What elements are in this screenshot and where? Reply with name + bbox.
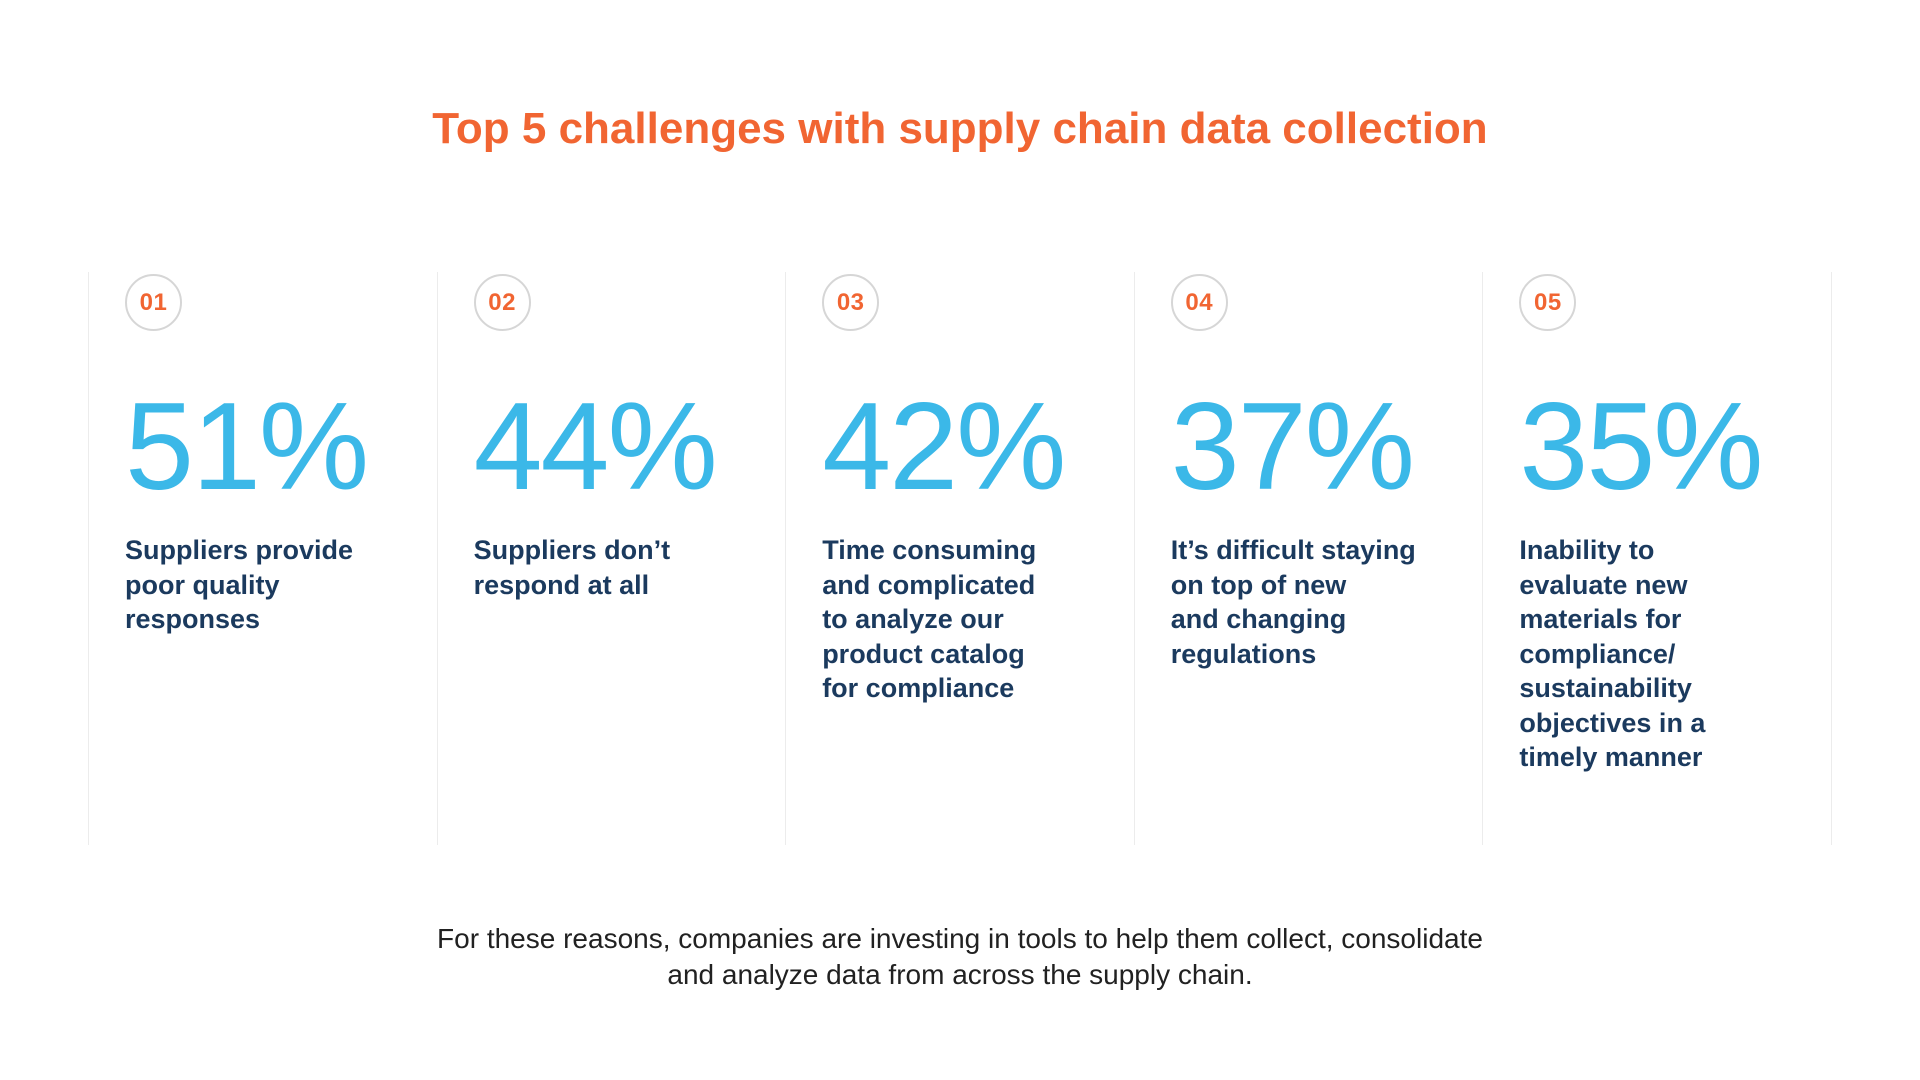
rank-badge-2: 02 [473, 274, 531, 331]
percent-value: 44% [473, 378, 718, 516]
rank-number: 02 [488, 288, 516, 316]
rank-badge-5: 05 [1519, 274, 1577, 331]
challenge-card-5: 05 35% Inability to evaluate new materia… [1482, 272, 1832, 845]
challenge-card-2: 02 44% Suppliers don’t respond at all [436, 272, 786, 845]
percent-value: 35% [1519, 378, 1763, 516]
challenge-description: Suppliers provide poor quality responses [125, 535, 354, 635]
challenge-description: It’s difficult staying on top of new and… [1170, 535, 1416, 669]
rank-number: 03 [836, 288, 865, 316]
rank-badge-4: 04 [1170, 274, 1228, 331]
percent-value: 51% [125, 378, 369, 516]
page-title: Top 5 challenges with supply chain data … [432, 104, 1488, 153]
rank-badge-3: 03 [822, 274, 880, 331]
challenge-card-4: 04 37% It’s difficult staying on top of … [1133, 272, 1483, 845]
rank-number: 05 [1534, 288, 1562, 316]
percent-value: 42% [822, 378, 1066, 516]
challenges-grid: 01 51% Suppliers provide poor quality re… [88, 272, 1832, 845]
rank-number: 01 [139, 288, 168, 316]
percent-value: 37% [1170, 378, 1415, 516]
conclusion-text: For these reasons, companies are investi… [437, 923, 1483, 991]
rank-badge-1: 01 [125, 274, 182, 331]
challenge-card-3: 03 42% Time consuming and complicated to… [785, 272, 1134, 845]
challenge-card-1: 01 51% Suppliers provide poor quality re… [88, 272, 437, 845]
rank-number: 04 [1185, 288, 1214, 316]
challenge-description: Time consuming and complicated to analyz… [822, 535, 1037, 704]
challenge-description: Inability to evaluate new materials for … [1519, 535, 1706, 773]
challenge-description: Suppliers don’t respond at all [473, 535, 671, 600]
